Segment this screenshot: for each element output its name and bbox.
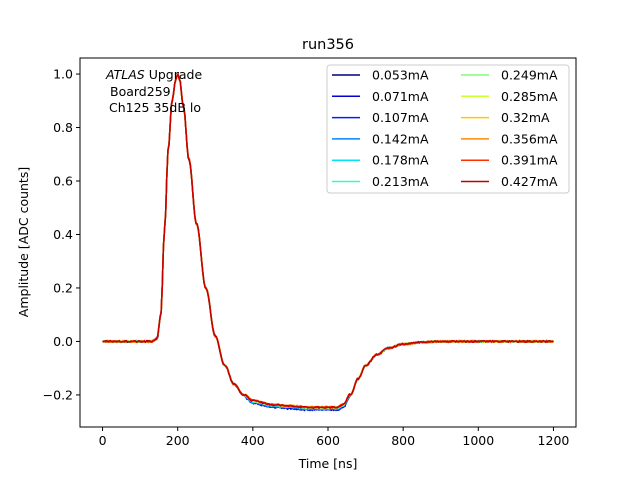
x-axis: 0 200 400 600 800 1000 1200 [99, 427, 570, 448]
legend-label: 0.391mA [501, 153, 558, 168]
y-tick-label: 0.2 [53, 280, 73, 295]
legend-label: 0.213mA [372, 174, 429, 189]
annotation-line-2: Board259 [110, 84, 171, 99]
y-tick-label: 0.4 [53, 227, 73, 242]
y-tick-label: 0.8 [53, 120, 73, 135]
legend-label: 0.053mA [372, 68, 429, 83]
legend-label: 0.32mA [501, 110, 550, 125]
x-axis-label: Time [ns] [298, 456, 358, 471]
legend-entries: 0.053mA 0.071mA 0.107mA 0.142mA 0.178mA 0.213… [332, 68, 558, 189]
y-tick-label: 0.0 [53, 334, 73, 349]
legend-label: 0.285mA [501, 89, 558, 104]
x-tick-label: 600 [316, 433, 340, 448]
legend-label: 0.107mA [372, 110, 429, 125]
legend-box [326, 64, 570, 194]
y-axis-label: Amplitude [ADC counts] [16, 167, 31, 317]
x-tick-label: 200 [166, 433, 190, 448]
atlas-annotation: ATLAS Upgrade Board259 Ch125 35dB lo [105, 67, 202, 115]
legend-label: 0.142mA [372, 131, 429, 146]
legend-label: 0.178mA [372, 153, 429, 168]
x-tick-label: 400 [241, 433, 265, 448]
annotation-line-1: ATLAS Upgrade [105, 67, 202, 82]
chart-title: run356 [302, 37, 354, 53]
legend-label: 0.071mA [372, 89, 429, 104]
legend-label: 0.427mA [501, 174, 558, 189]
y-axis: −0.2 0.0 0.2 0.4 0.6 0.8 1.0 [43, 67, 80, 402]
legend-label: 0.356mA [501, 131, 558, 146]
plot-series-group [101, 71, 555, 412]
y-tick-label: 0.6 [53, 174, 73, 189]
legend: 0.053mA 0.071mA 0.107mA 0.142mA 0.178mA 0.213… [326, 64, 570, 194]
y-tick-label: −0.2 [43, 387, 73, 402]
legend-label: 0.249mA [501, 68, 558, 83]
annotation-atlas: ATLAS [105, 67, 145, 82]
annotation-line-3: Ch125 35dB lo [109, 100, 201, 115]
x-tick-label: 0 [99, 433, 107, 448]
x-tick-label: 800 [391, 433, 415, 448]
annotation-upgrade: Upgrade [145, 67, 203, 82]
y-tick-label: 1.0 [53, 67, 73, 82]
x-tick-label: 1000 [462, 433, 494, 448]
x-tick-label: 1200 [538, 433, 570, 448]
series-line [102, 72, 554, 410]
